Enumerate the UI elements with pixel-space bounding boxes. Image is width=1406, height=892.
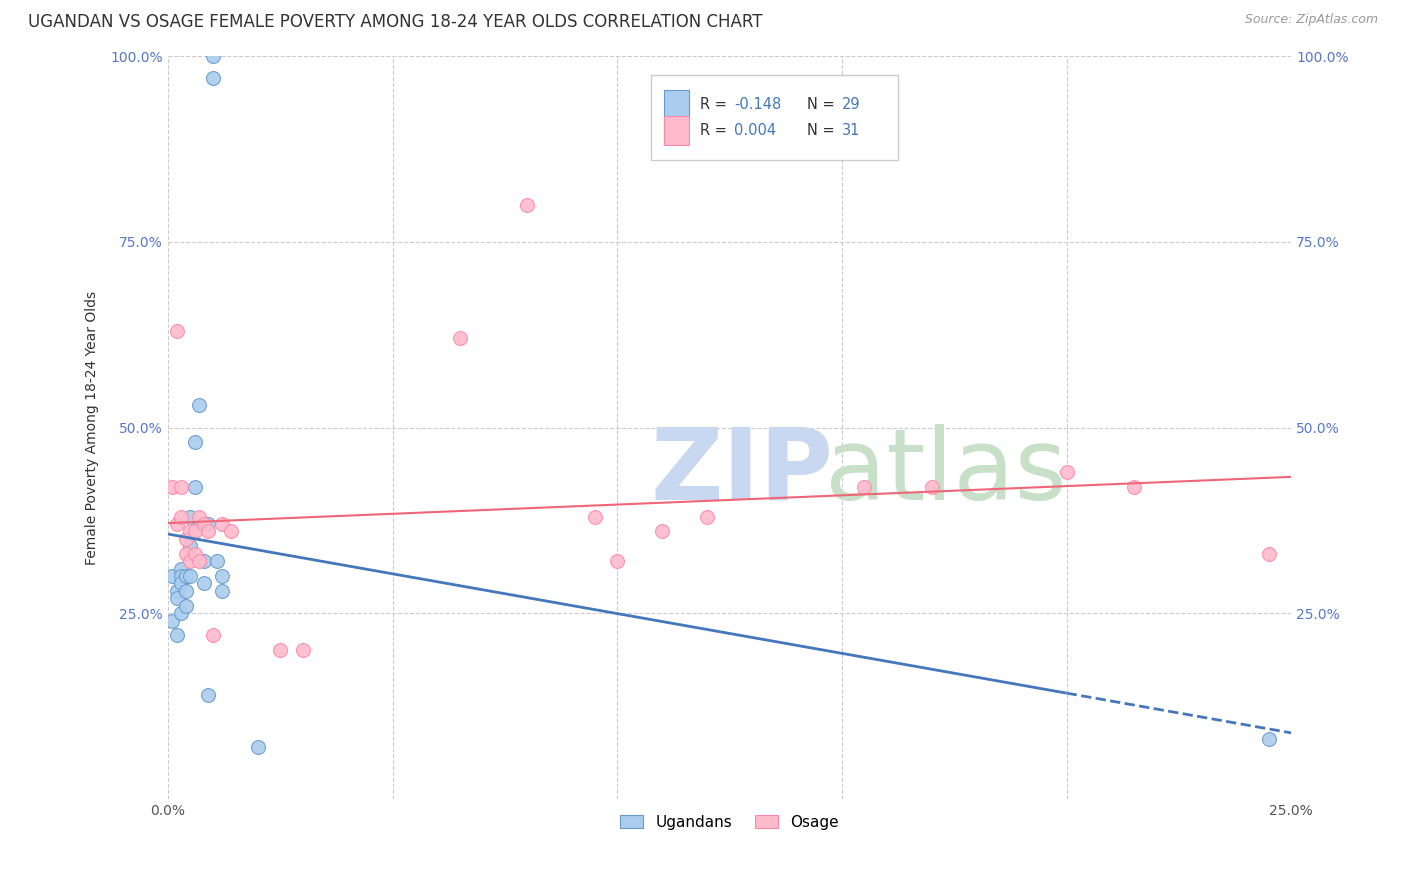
Text: atlas: atlas [825, 424, 1067, 521]
Point [184, 547, 207, 561]
Point [197, 688, 219, 702]
Text: N =: N = [807, 123, 839, 138]
Y-axis label: Female Poverty Among 18-24 Year Olds: Female Poverty Among 18-24 Year Olds [86, 291, 100, 565]
Point [170, 509, 193, 524]
Point [921, 480, 943, 494]
Text: N =: N = [807, 97, 839, 112]
Point [193, 554, 215, 568]
Text: -0.148: -0.148 [734, 97, 782, 112]
Point [179, 524, 201, 539]
Point [179, 539, 201, 553]
Point [853, 480, 876, 494]
Point [516, 197, 538, 211]
Point [162, 480, 184, 494]
Point [1257, 732, 1279, 747]
Point [188, 554, 211, 568]
Point [166, 628, 188, 642]
Point [246, 739, 269, 754]
Point [166, 591, 188, 606]
Point [269, 643, 291, 657]
Point [162, 614, 184, 628]
Point [188, 509, 211, 524]
Point [162, 569, 184, 583]
Point [291, 643, 314, 657]
Point [170, 576, 193, 591]
Point [166, 324, 188, 338]
Text: R =: R = [700, 97, 733, 112]
Point [166, 583, 188, 598]
Point [170, 606, 193, 620]
Text: ZIP: ZIP [651, 424, 834, 521]
Point [174, 547, 197, 561]
Point [174, 583, 197, 598]
Point [1123, 480, 1146, 494]
Point [1056, 465, 1078, 479]
Point [211, 516, 233, 531]
Point [179, 509, 201, 524]
Point [188, 398, 211, 412]
Legend: Ugandans, Osage: Ugandans, Osage [614, 808, 845, 836]
Point [179, 554, 201, 568]
Point [197, 524, 219, 539]
Point [174, 599, 197, 613]
Point [219, 524, 242, 539]
Point [197, 516, 219, 531]
Point [201, 71, 224, 86]
FancyBboxPatch shape [651, 75, 898, 161]
Text: UGANDAN VS OSAGE FEMALE POVERTY AMONG 18-24 YEAR OLDS CORRELATION CHART: UGANDAN VS OSAGE FEMALE POVERTY AMONG 18… [28, 13, 762, 31]
Point [179, 569, 201, 583]
Point [1257, 547, 1279, 561]
Point [211, 583, 233, 598]
Point [449, 331, 471, 345]
Point [174, 569, 197, 583]
Point [193, 516, 215, 531]
FancyBboxPatch shape [665, 116, 689, 145]
Point [184, 435, 207, 450]
Point [193, 576, 215, 591]
Point [170, 561, 193, 575]
Point [184, 524, 207, 539]
Text: 29: 29 [842, 97, 860, 112]
Point [201, 49, 224, 63]
Point [696, 509, 718, 524]
Text: R =: R = [700, 123, 733, 138]
Point [174, 532, 197, 546]
Point [606, 554, 628, 568]
Text: 31: 31 [842, 123, 860, 138]
Text: Source: ZipAtlas.com: Source: ZipAtlas.com [1244, 13, 1378, 27]
Point [170, 569, 193, 583]
Point [201, 628, 224, 642]
Point [211, 569, 233, 583]
Point [651, 524, 673, 539]
Point [170, 480, 193, 494]
Point [207, 554, 229, 568]
Point [184, 480, 207, 494]
Point [166, 516, 188, 531]
FancyBboxPatch shape [665, 89, 689, 120]
Point [583, 509, 606, 524]
Text: 0.004: 0.004 [734, 123, 776, 138]
